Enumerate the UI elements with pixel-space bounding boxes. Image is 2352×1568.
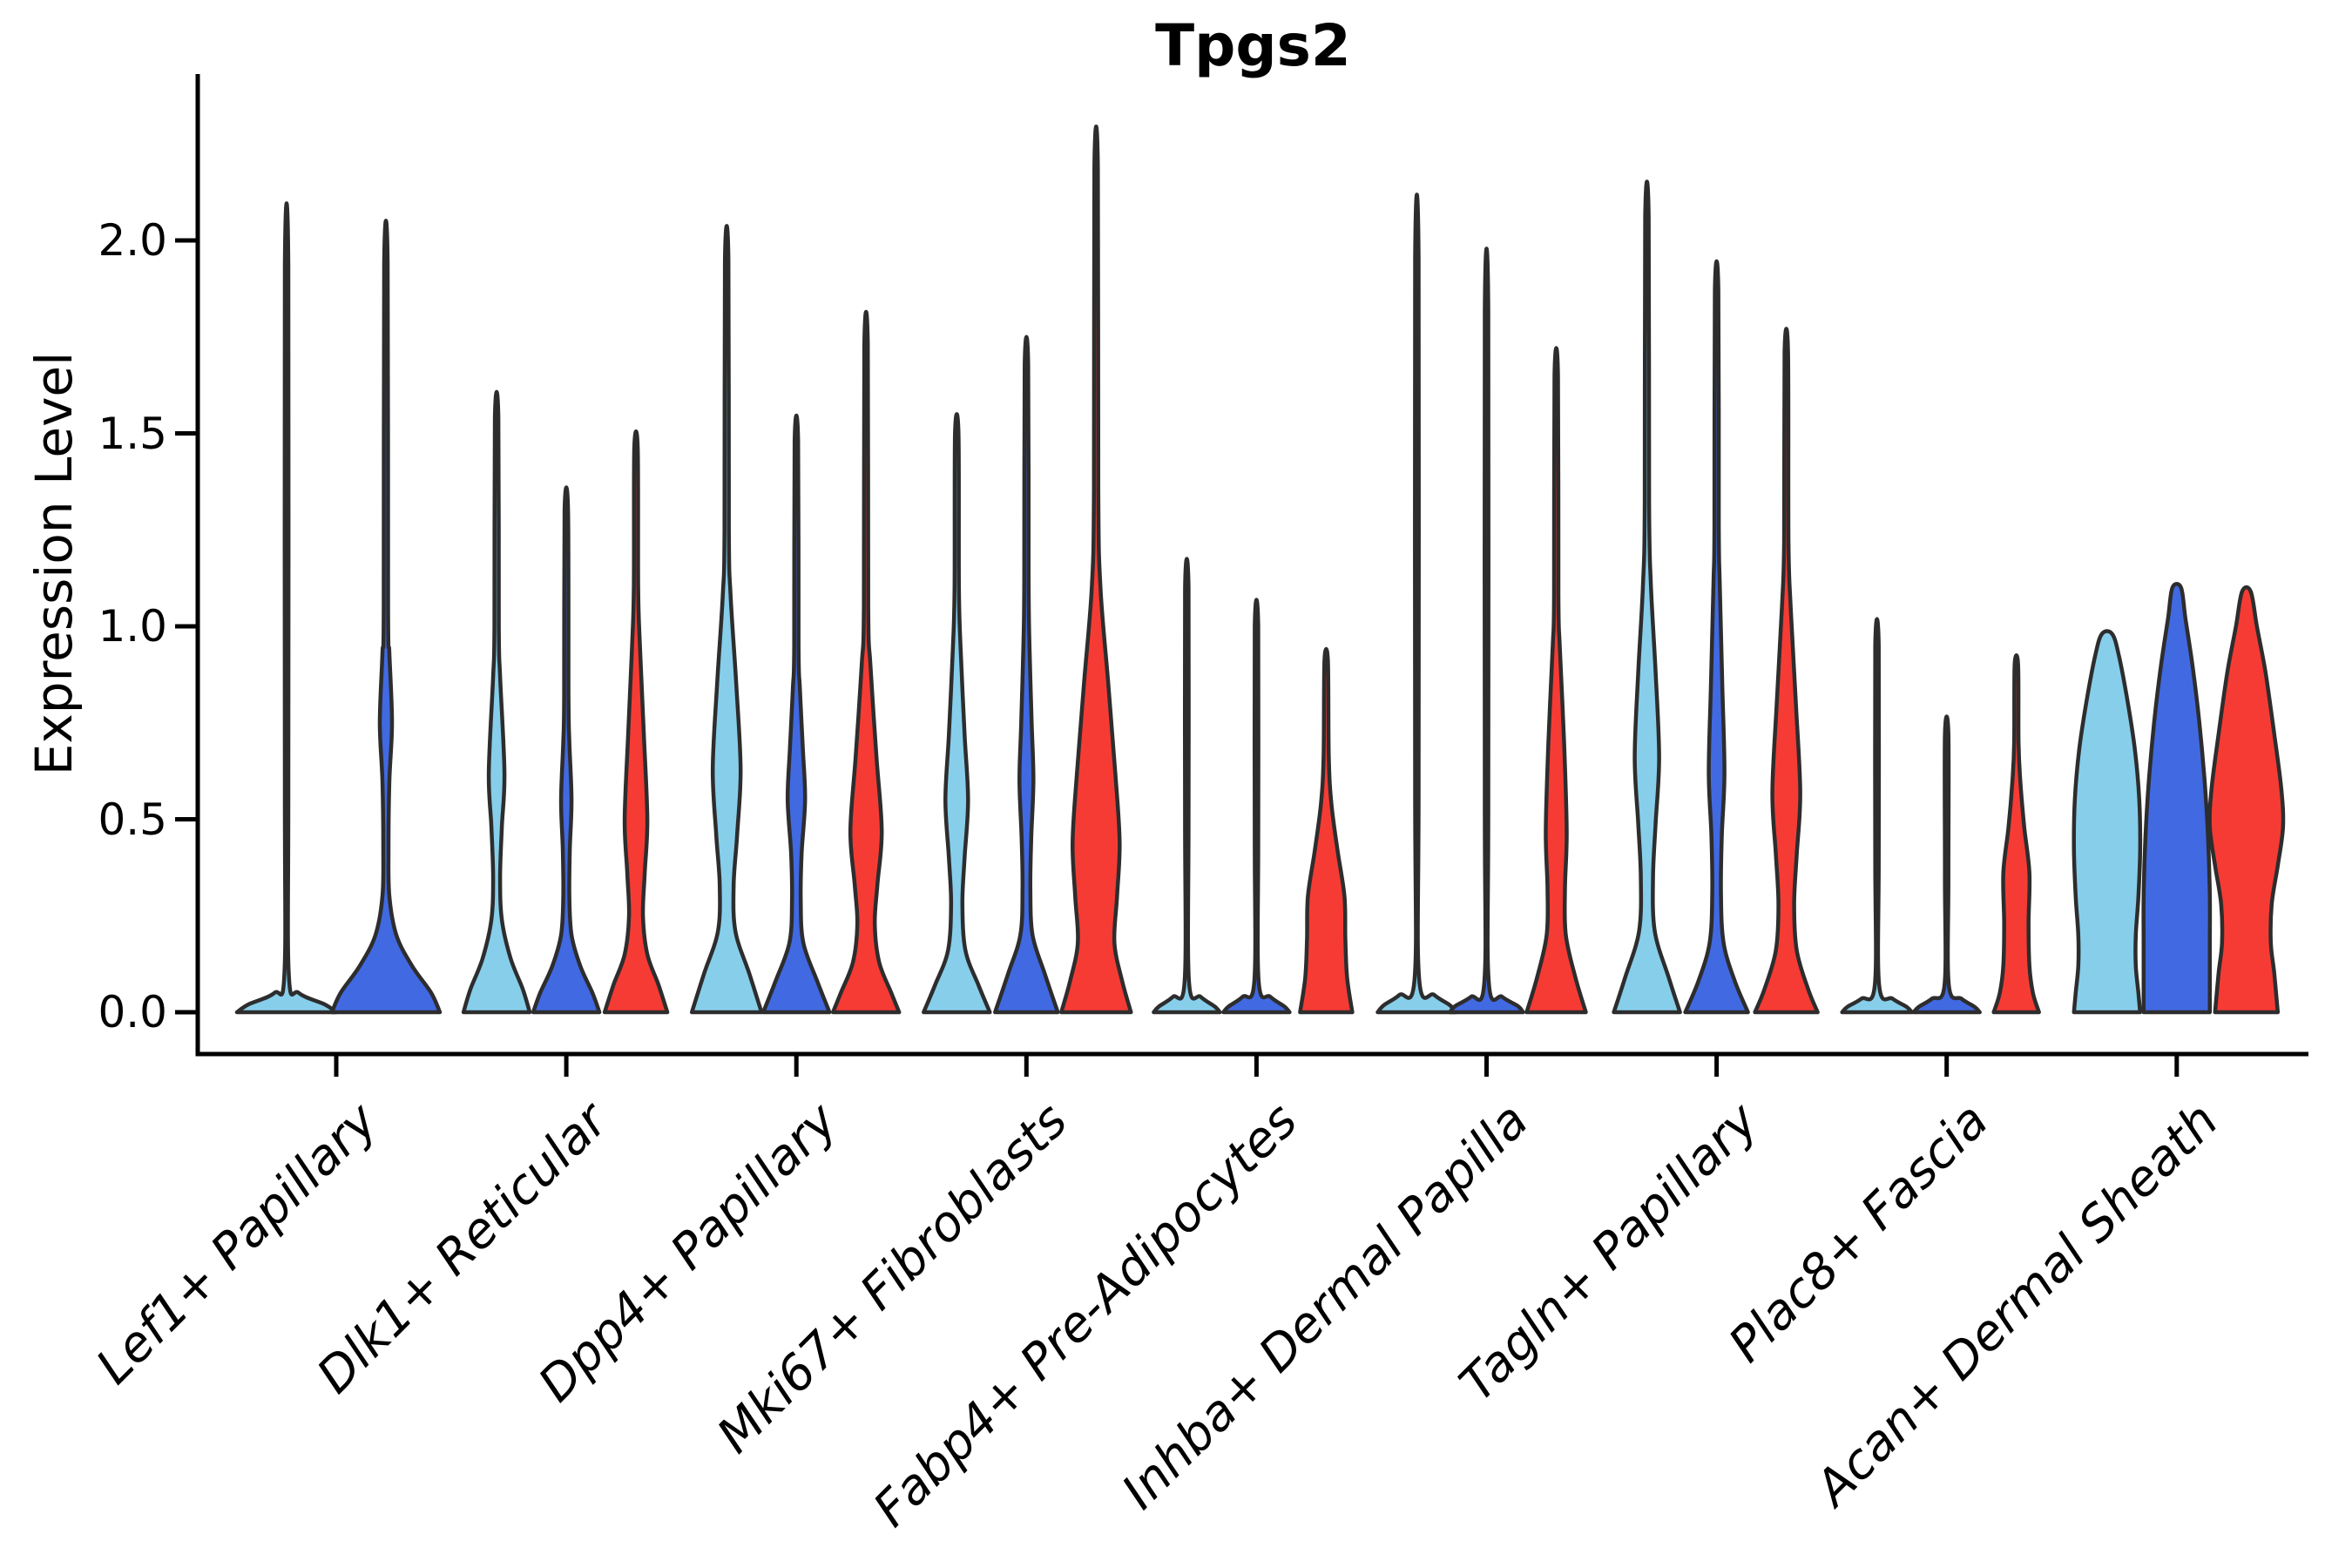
- violin-dlk1-red: [602, 429, 670, 1015]
- chart-title: Tpgs2: [1155, 12, 1351, 79]
- violin-lef1-light_blue: [234, 201, 339, 1015]
- violin-mki67-light_blue: [922, 412, 992, 1015]
- violin-plac8-red: [1991, 652, 2041, 1015]
- violin-plac8-light_blue: [1840, 617, 1914, 1015]
- violin-acan-blue: [2141, 582, 2213, 1015]
- violin-acan-red: [2207, 585, 2286, 1015]
- y-tick-label: 1.5: [98, 408, 167, 459]
- violin-inhba-red: [1524, 346, 1588, 1015]
- y-tick-label: 2.0: [98, 215, 167, 266]
- violin-dlk1-light_blue: [461, 389, 532, 1015]
- violin-plac8-blue: [1911, 714, 1982, 1015]
- violin-fabp4-blue: [1221, 598, 1292, 1015]
- y-tick-label: 1.0: [98, 601, 167, 652]
- violin-dpp4-red: [830, 310, 902, 1015]
- violin-dlk1-blue: [531, 485, 602, 1015]
- violin-inhba-blue: [1448, 247, 1525, 1015]
- violin-mki67-blue: [993, 335, 1060, 1015]
- y-tick-label: 0.5: [98, 794, 167, 845]
- violin-inhba-light_blue: [1375, 193, 1458, 1015]
- violin-tagln-light_blue: [1612, 179, 1682, 1015]
- violin-mki67-red: [1059, 125, 1133, 1015]
- y-tick-label: 0.0: [98, 987, 167, 1037]
- violin-lef1-blue: [329, 219, 443, 1015]
- violin-acan-light_blue: [2072, 629, 2143, 1015]
- violin-dpp4-light_blue: [689, 224, 764, 1015]
- violin-fabp4-light_blue: [1152, 557, 1222, 1015]
- violin-tagln-blue: [1683, 259, 1750, 1015]
- violin-fabp4-red: [1298, 646, 1355, 1015]
- violin-tagln-red: [1753, 327, 1820, 1015]
- violin-dpp4-blue: [760, 414, 832, 1015]
